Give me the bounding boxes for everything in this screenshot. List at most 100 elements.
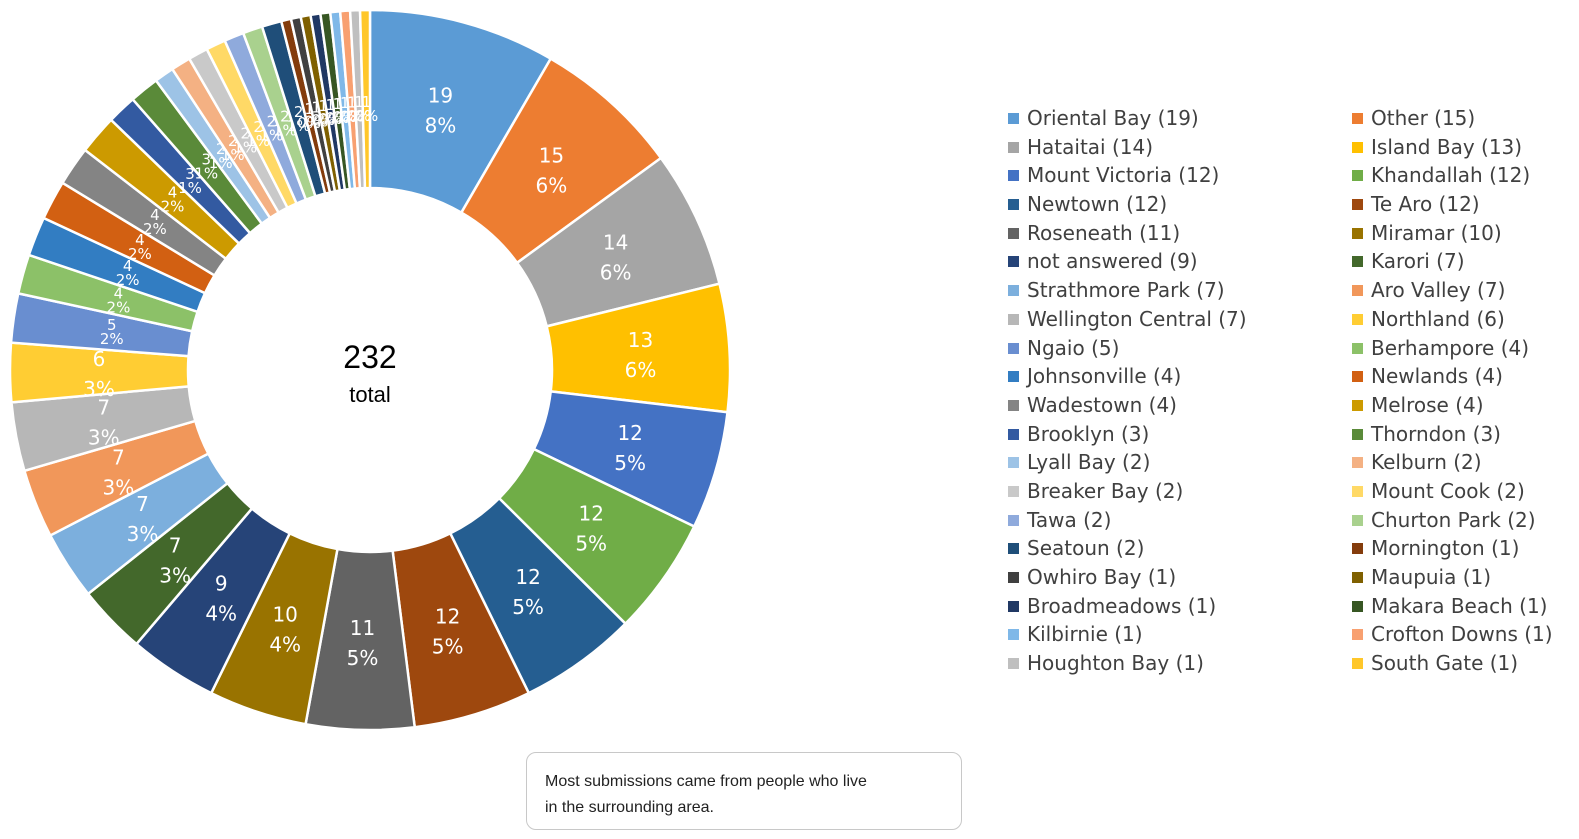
slice-percent-label: 6%	[625, 358, 657, 382]
legend-swatch	[1352, 342, 1363, 354]
slice-value-label: 7	[169, 533, 182, 557]
slice-value-label: 7	[136, 492, 149, 516]
legend-swatch	[1352, 371, 1363, 383]
legend-swatch	[1008, 141, 1019, 153]
legend-label: Hataitai (14)	[1027, 134, 1154, 159]
slice-value-label: 5	[107, 316, 117, 334]
slice-value-label: 3	[201, 151, 211, 169]
slice-percent-label: 1%	[246, 132, 270, 150]
legend-swatch	[1008, 399, 1019, 411]
legend-label: Karori (7)	[1371, 249, 1465, 274]
slice-percent-label: 2%	[116, 271, 140, 289]
legend-swatch	[1008, 227, 1019, 239]
legend-swatch	[1352, 399, 1363, 411]
slice-percent-label: 3%	[159, 563, 191, 587]
legend-swatch	[1352, 170, 1363, 182]
legend-item: Brooklyn (3)	[1008, 420, 1247, 449]
legend-label: Owhiro Bay (1)	[1027, 565, 1177, 589]
legend-label: Wellington Central (7)	[1027, 306, 1247, 331]
legend-label: Brooklyn (3)	[1027, 421, 1150, 446]
legend-item: Northland (6)	[1352, 305, 1553, 334]
legend-swatch	[1008, 658, 1019, 670]
legend-item: Crofton Downs (1)	[1352, 620, 1553, 649]
slice-value-label: 1	[354, 93, 364, 111]
slice-value-label: 2	[216, 140, 226, 158]
slice-value-label: 19	[428, 83, 453, 107]
legend-item: Karori (7)	[1352, 247, 1553, 276]
slice-percent-label: 1%	[194, 165, 218, 183]
legend-label: Khandallah (12)	[1371, 163, 1531, 188]
legend-item: Owhiro Bay (1)	[1008, 563, 1247, 592]
legend-swatch	[1008, 113, 1019, 124]
slice-value-label: 3	[185, 165, 195, 183]
slice-value-label: 2	[253, 118, 263, 136]
legend-label: Te Aro (12)	[1371, 192, 1480, 217]
legend-swatch	[1008, 313, 1019, 325]
slice-percent-label: 0%	[319, 110, 343, 128]
legend-item: Newlands (4)	[1352, 362, 1553, 391]
slice-percent-label: 6%	[600, 261, 632, 285]
slice-percent-label: 5%	[347, 646, 379, 670]
legend-swatch	[1352, 141, 1363, 153]
legend-swatch	[1352, 313, 1363, 325]
legend-label: Roseneath (11)	[1027, 220, 1181, 245]
legend-label: Kelburn (2)	[1371, 450, 1482, 475]
legend-label: Other (15)	[1371, 106, 1476, 130]
legend-item: Ngaio (5)	[1008, 334, 1247, 363]
slice-value-label: 11	[350, 616, 375, 640]
legend-item: Newtown (12)	[1008, 190, 1247, 219]
legend-item: Other (15)	[1352, 104, 1553, 133]
slice-value-label: 4	[150, 206, 160, 224]
slice-percent-label: 1%	[178, 179, 202, 197]
slice-percent-label: 5%	[575, 532, 607, 556]
legend-label: South Gate (1)	[1371, 651, 1519, 676]
legend-swatch	[1352, 457, 1363, 469]
annotation-line-2: in the surrounding area.	[545, 799, 714, 816]
legend-label: Melrose (4)	[1371, 392, 1484, 417]
slice-value-label: 2	[280, 107, 290, 125]
slice-percent-label: 2%	[107, 298, 131, 316]
legend-label: Lyall Bay (2)	[1027, 450, 1151, 475]
legend-swatch	[1008, 285, 1019, 297]
slice-percent-label: 0%	[354, 107, 378, 125]
slice-percent-label: 0%	[333, 108, 357, 126]
legend-label: Strathmore Park (7)	[1027, 278, 1225, 303]
legend-item: Kilbirnie (1)	[1008, 620, 1247, 649]
legend-label: Northland (6)	[1371, 306, 1505, 331]
slice-value-label: 4	[123, 257, 133, 275]
legend-swatch	[1008, 572, 1019, 583]
legend-label: Mount Cook (2)	[1371, 478, 1525, 503]
slice-percent-label: 3%	[88, 425, 120, 449]
legend-item: Broadmeadows (1)	[1008, 592, 1247, 621]
legend-item: Wadestown (4)	[1008, 391, 1247, 420]
legend-item: Tawa (2)	[1008, 506, 1247, 535]
legend-item: Te Aro (12)	[1352, 190, 1553, 219]
legend-swatch	[1008, 543, 1019, 555]
slice-value-label: 1	[333, 95, 343, 113]
legend-swatch	[1008, 199, 1019, 211]
legend-swatch	[1352, 658, 1363, 670]
legend-label: Newtown (12)	[1027, 192, 1168, 217]
legend-item: Kelburn (2)	[1352, 448, 1553, 477]
legend-item: not answered (9)	[1008, 247, 1247, 276]
legend-label: Churton Park (2)	[1371, 507, 1536, 532]
legend-item: Berhampore (4)	[1352, 334, 1553, 363]
legend-item: South Gate (1)	[1352, 649, 1553, 678]
legend-item: Aro Valley (7)	[1352, 276, 1553, 305]
slice-percent-label: 3%	[103, 476, 135, 500]
donut-chart: 198%156%146%136%125%125%125%125%115%104%…	[8, 8, 732, 732]
legend-item: Mornington (1)	[1352, 534, 1553, 563]
legend-item: Mount Cook (2)	[1352, 477, 1553, 506]
legend-item: Strathmore Park (7)	[1008, 276, 1247, 305]
legend-item: Melrose (4)	[1352, 391, 1553, 420]
legend-label: Breaker Bay (2)	[1027, 478, 1184, 503]
legend-swatch	[1352, 514, 1363, 526]
slice-percent-label: 2%	[128, 245, 152, 263]
slice-percent-label: 3%	[83, 377, 115, 401]
legend-item: Thorndon (3)	[1352, 420, 1553, 449]
slice-value-label: 2	[241, 125, 251, 143]
slice-percent-label: 0%	[311, 111, 335, 129]
legend-item: Miramar (10)	[1352, 219, 1553, 248]
legend-column-right: Other (15) Island Bay (13) Khandallah (12)…	[1352, 104, 1553, 678]
slice-value-label: 1	[304, 100, 314, 118]
